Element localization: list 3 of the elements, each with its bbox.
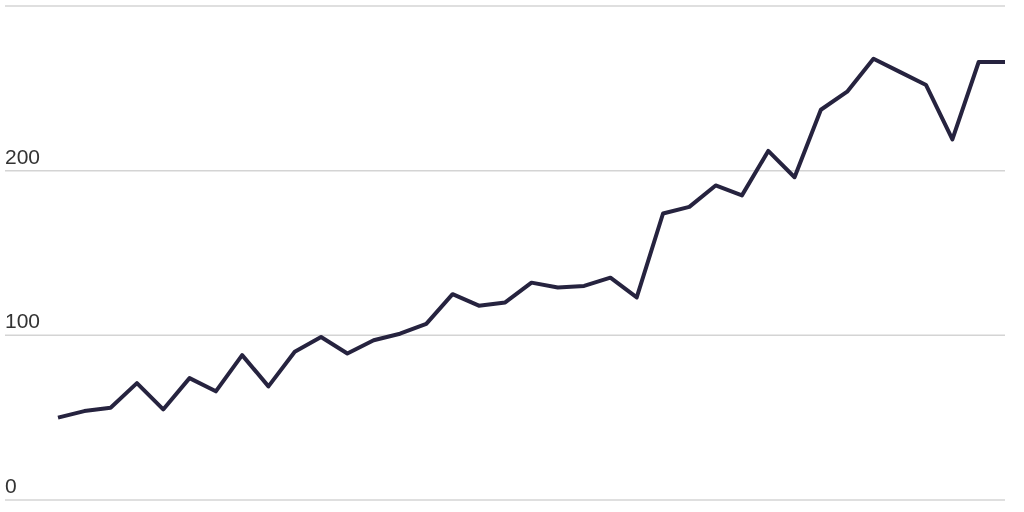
y-tick-label: 0 — [5, 474, 17, 497]
y-tick-label: 100 — [5, 309, 41, 333]
y-tick-label: 200 — [5, 144, 41, 168]
